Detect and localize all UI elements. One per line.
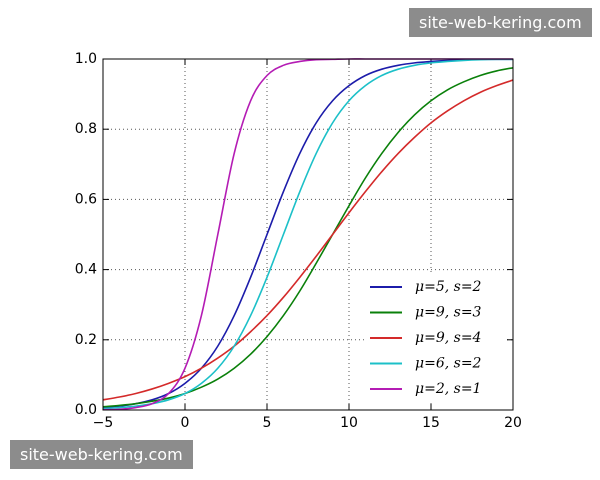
y-tick-label: 0.6 — [75, 191, 97, 207]
legend-label: μ=9, s=4 — [415, 330, 481, 346]
y-tick-label: 0.4 — [75, 262, 97, 278]
legend-label: μ=6, s=2 — [415, 356, 482, 372]
y-tick-label: 0.0 — [75, 402, 97, 418]
x-tick-label: 15 — [422, 415, 440, 431]
y-tick-label: 0.2 — [75, 332, 97, 348]
x-tick-label: −5 — [93, 415, 114, 431]
x-tick-label: 5 — [263, 415, 272, 431]
y-tick-label: 0.8 — [75, 121, 97, 137]
y-tick-label: 1.0 — [75, 51, 97, 67]
watermark: site-web-kering.com — [10, 440, 193, 469]
x-tick-label: 20 — [504, 415, 522, 431]
legend-label: μ=5, s=2 — [415, 279, 482, 295]
x-tick-label: 10 — [340, 415, 358, 431]
series-line — [103, 58, 513, 410]
series-line — [103, 79, 513, 401]
series-line — [103, 66, 513, 408]
watermark: site-web-kering.com — [409, 8, 592, 37]
x-tick-label: 0 — [181, 415, 190, 431]
legend-label: μ=2, s=1 — [415, 381, 481, 397]
plot-frame — [102, 58, 514, 411]
legend-label: μ=9, s=3 — [415, 305, 482, 321]
